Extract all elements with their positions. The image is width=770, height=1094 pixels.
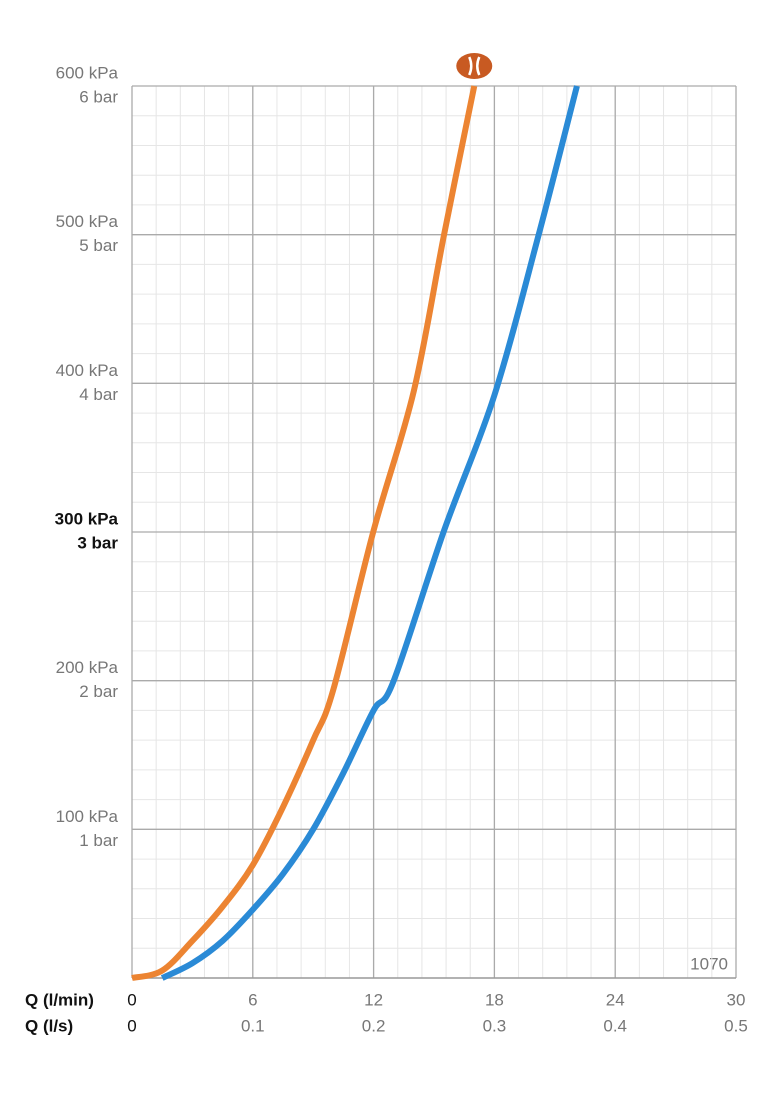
x2-tick-label: 0: [127, 1016, 136, 1035]
series-line: [131, 85, 478, 981]
y-tick-label: 100 kPa: [56, 807, 119, 826]
valve-icon-mark: [468, 56, 481, 76]
y-tick-label: 300 kPa: [55, 509, 119, 528]
x2-tick-label: 0.4: [603, 1016, 627, 1035]
x-tick-label: 0: [127, 990, 136, 1009]
y-tick-label: 500 kPa: [56, 212, 119, 231]
x2-tick-label: 0.3: [483, 1016, 507, 1035]
y2-tick-label: 5 bar: [79, 236, 118, 255]
grid: [131, 85, 737, 979]
x2-axis-label: Q (l/s): [25, 1016, 73, 1035]
x2-tick-label: 0.1: [241, 1016, 265, 1035]
x-tick-label: 18: [485, 990, 504, 1009]
y2-tick-label: 3 bar: [77, 533, 118, 552]
x-axis-label: Q (l/min): [25, 990, 94, 1009]
annotation: 1070: [690, 954, 728, 973]
y-tick-label: 200 kPa: [56, 658, 119, 677]
y2-tick-label: 6 bar: [79, 87, 118, 106]
x-tick-label: 6: [248, 990, 257, 1009]
y2-tick-label: 4 bar: [79, 385, 118, 404]
x2-tick-label: 0.2: [362, 1016, 386, 1035]
y-tick-label: 400 kPa: [56, 361, 119, 380]
series-line: [160, 85, 580, 981]
x-tick-label: 24: [606, 990, 625, 1009]
y2-tick-label: 2 bar: [79, 682, 118, 701]
y2-tick-label: 1 bar: [79, 831, 118, 850]
valve-icon: [456, 53, 493, 79]
x2-tick-label: 0.5: [724, 1016, 748, 1035]
x-tick-label: 12: [364, 990, 383, 1009]
x-tick-label: 30: [727, 990, 746, 1009]
y-tick-label: 600 kPa: [56, 63, 119, 82]
